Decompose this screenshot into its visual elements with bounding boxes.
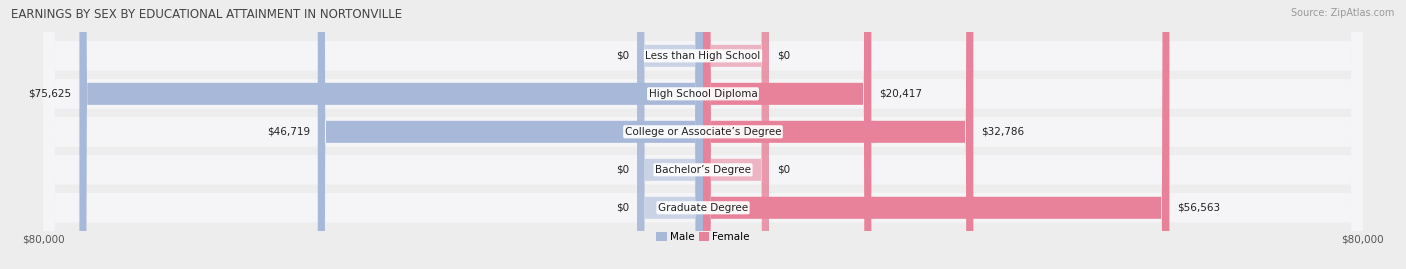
Text: Source: ZipAtlas.com: Source: ZipAtlas.com <box>1291 8 1395 18</box>
FancyBboxPatch shape <box>44 0 1362 269</box>
FancyBboxPatch shape <box>637 0 703 269</box>
Text: College or Associate’s Degree: College or Associate’s Degree <box>624 127 782 137</box>
FancyBboxPatch shape <box>318 0 703 269</box>
Text: $56,563: $56,563 <box>1177 203 1220 213</box>
Text: $32,786: $32,786 <box>981 127 1025 137</box>
FancyBboxPatch shape <box>637 0 703 269</box>
Text: $0: $0 <box>616 203 628 213</box>
Text: $0: $0 <box>778 165 790 175</box>
Text: EARNINGS BY SEX BY EDUCATIONAL ATTAINMENT IN NORTONVILLE: EARNINGS BY SEX BY EDUCATIONAL ATTAINMEN… <box>11 8 402 21</box>
FancyBboxPatch shape <box>703 0 769 269</box>
Text: $0: $0 <box>778 51 790 61</box>
FancyBboxPatch shape <box>44 0 1362 269</box>
Text: Graduate Degree: Graduate Degree <box>658 203 748 213</box>
FancyBboxPatch shape <box>703 0 973 269</box>
FancyBboxPatch shape <box>79 0 703 269</box>
FancyBboxPatch shape <box>44 0 1362 269</box>
Text: $0: $0 <box>616 165 628 175</box>
Legend: Male, Female: Male, Female <box>657 232 749 242</box>
Text: $0: $0 <box>616 51 628 61</box>
Text: $46,719: $46,719 <box>267 127 309 137</box>
Text: $75,625: $75,625 <box>28 89 72 99</box>
FancyBboxPatch shape <box>703 0 1170 269</box>
FancyBboxPatch shape <box>637 0 703 269</box>
Text: Bachelor’s Degree: Bachelor’s Degree <box>655 165 751 175</box>
Text: $20,417: $20,417 <box>879 89 922 99</box>
Text: Less than High School: Less than High School <box>645 51 761 61</box>
FancyBboxPatch shape <box>703 0 872 269</box>
FancyBboxPatch shape <box>44 0 1362 269</box>
FancyBboxPatch shape <box>703 0 769 269</box>
Text: High School Diploma: High School Diploma <box>648 89 758 99</box>
FancyBboxPatch shape <box>44 0 1362 269</box>
